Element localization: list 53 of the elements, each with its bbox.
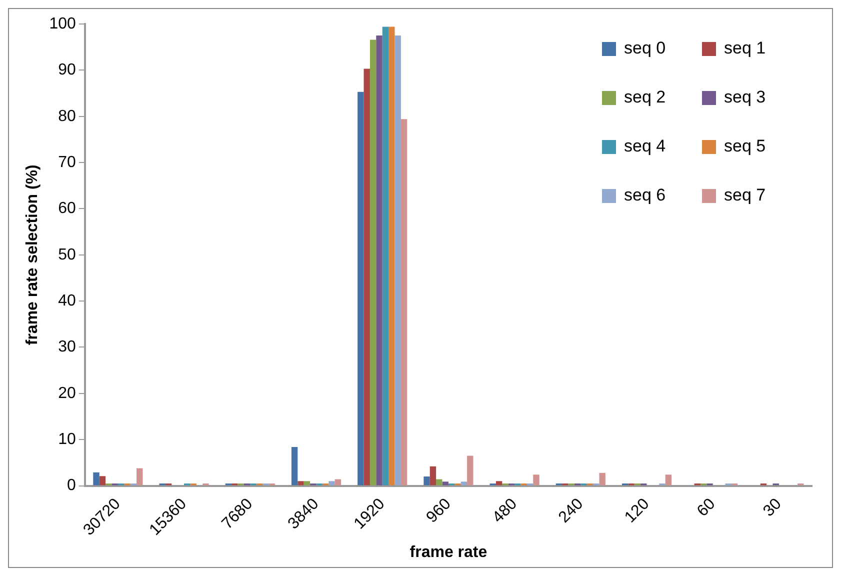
y-tick-label: 0: [66, 477, 76, 494]
x-tick-label: 240: [556, 495, 587, 526]
bar: [370, 40, 376, 486]
x-tick-label: 120: [622, 495, 653, 526]
legend-label: seq 2: [624, 88, 666, 107]
bar: [93, 472, 100, 486]
bar: [467, 456, 474, 486]
bar: [376, 36, 382, 486]
bar: [304, 481, 310, 486]
bar: [442, 482, 448, 486]
bar: [599, 472, 606, 486]
legend-label: seq 0: [624, 38, 666, 58]
bar: [364, 68, 370, 486]
y-tick-label: 70: [58, 154, 76, 171]
y-tick-label: 10: [58, 430, 76, 448]
x-tick-label: 480: [490, 495, 521, 526]
x-tick-label: 30: [760, 495, 785, 520]
bar: [291, 446, 298, 486]
legend-label: seq 5: [724, 136, 766, 156]
y-tick-label: 60: [58, 200, 76, 218]
y-axis-title: frame rate selection (%): [24, 164, 42, 346]
x-tick-label: 960: [423, 495, 454, 526]
y-tick-label: 30: [58, 338, 76, 356]
bar: [328, 481, 335, 486]
bar: [382, 26, 389, 486]
y-tick-label: 50: [58, 246, 76, 264]
bar: [136, 468, 143, 486]
x-tick-label: 60: [694, 495, 719, 520]
bar: [460, 482, 468, 486]
bar: [99, 476, 106, 486]
bar: [424, 476, 430, 486]
legend-label: seq 7: [724, 186, 766, 205]
y-tick-label: 90: [58, 62, 76, 79]
bar: [394, 36, 401, 486]
y-tick-label: 40: [58, 292, 76, 310]
y-tick-label: 100: [49, 15, 76, 32]
bar: [298, 481, 304, 486]
bar: [358, 92, 364, 486]
bar: [388, 26, 395, 486]
bar: [533, 474, 540, 486]
legend-label: seq 6: [624, 186, 666, 205]
bar: [496, 481, 502, 486]
bar: [400, 119, 408, 486]
x-axis-title: frame rate: [410, 544, 488, 561]
bar: [665, 474, 672, 486]
legend-label: seq 4: [624, 136, 666, 156]
legend-label: seq 1: [724, 38, 766, 58]
bar: [436, 479, 442, 486]
y-tick-label: 20: [58, 384, 76, 402]
legend-label: seq 3: [724, 88, 766, 107]
bar: [430, 466, 436, 486]
y-tick-label: 80: [58, 108, 76, 125]
bar: [334, 479, 342, 486]
